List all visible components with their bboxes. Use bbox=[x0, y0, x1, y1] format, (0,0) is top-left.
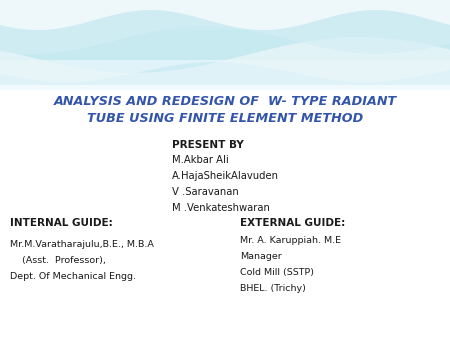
Text: Cold Mill (SSTP): Cold Mill (SSTP) bbox=[240, 268, 314, 277]
Text: V .Saravanan: V .Saravanan bbox=[172, 187, 239, 197]
Text: M.Akbar Ali: M.Akbar Ali bbox=[172, 155, 229, 165]
Text: Mr. A. Karuppiah. M.E: Mr. A. Karuppiah. M.E bbox=[240, 236, 341, 245]
Text: Mr.M.Varatharajulu,B.E., M.B.A: Mr.M.Varatharajulu,B.E., M.B.A bbox=[10, 240, 154, 249]
Polygon shape bbox=[0, 0, 450, 30]
Text: PRESENT BY: PRESENT BY bbox=[172, 140, 244, 150]
Text: TUBE USING FINITE ELEMENT METHOD: TUBE USING FINITE ELEMENT METHOD bbox=[87, 112, 363, 125]
Text: A.HajaSheikAlavuden: A.HajaSheikAlavuden bbox=[172, 171, 279, 181]
FancyBboxPatch shape bbox=[0, 60, 450, 90]
Polygon shape bbox=[0, 0, 450, 82]
Polygon shape bbox=[0, 0, 450, 54]
Text: (Asst.  Professor),: (Asst. Professor), bbox=[10, 256, 106, 265]
Text: Dept. Of Mechanical Engg.: Dept. Of Mechanical Engg. bbox=[10, 272, 136, 281]
Text: INTERNAL GUIDE:: INTERNAL GUIDE: bbox=[10, 218, 113, 228]
Text: EXTERNAL GUIDE:: EXTERNAL GUIDE: bbox=[240, 218, 345, 228]
FancyBboxPatch shape bbox=[0, 0, 450, 85]
Text: BHEL. (Trichy): BHEL. (Trichy) bbox=[240, 284, 306, 293]
FancyBboxPatch shape bbox=[0, 0, 450, 30]
Text: ANALYSIS AND REDESIGN OF  W- TYPE RADIANT: ANALYSIS AND REDESIGN OF W- TYPE RADIANT bbox=[54, 95, 396, 108]
Text: Manager: Manager bbox=[240, 252, 282, 261]
Text: M .Venkateshwaran: M .Venkateshwaran bbox=[172, 203, 270, 213]
Polygon shape bbox=[0, 0, 450, 73]
